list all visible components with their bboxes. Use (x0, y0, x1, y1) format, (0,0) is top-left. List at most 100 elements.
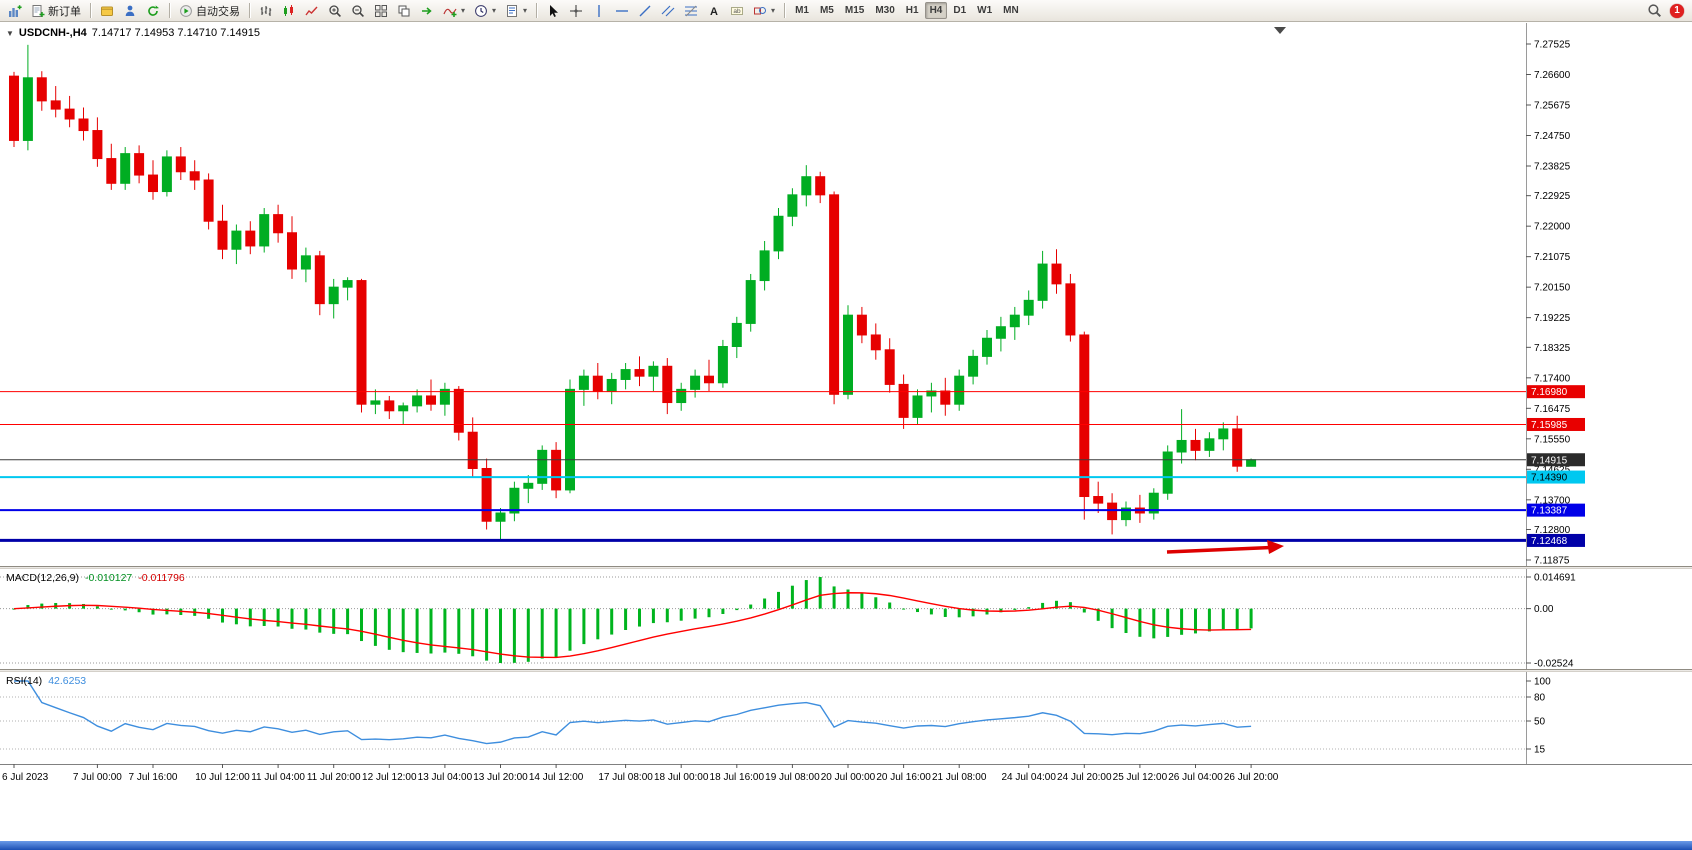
svg-text:7.13700: 7.13700 (1534, 495, 1571, 506)
svg-text:7.16475: 7.16475 (1534, 404, 1571, 415)
svg-text:7.25675: 7.25675 (1534, 100, 1571, 111)
svg-text:A: A (710, 6, 718, 18)
draw-fibonacci-button[interactable] (680, 0, 702, 21)
draw-label-button[interactable]: ab (726, 0, 748, 21)
svg-text:7.20150: 7.20150 (1534, 283, 1571, 294)
auto-scroll-button[interactable] (416, 0, 438, 21)
time-label: 20 Jul 00:00 (821, 772, 876, 783)
cursor-icon (546, 4, 560, 18)
toolbar-separator (169, 3, 170, 18)
cascade-windows-button[interactable] (393, 0, 415, 21)
linechart-icon (305, 4, 319, 18)
indicators-button[interactable]: ▾ (439, 0, 469, 21)
hline-icon (615, 4, 629, 18)
timeframe-M5[interactable]: M5 (819, 5, 834, 16)
draw-channel-button[interactable] (657, 0, 679, 21)
draw-vertical-line-button[interactable] (588, 0, 610, 21)
bars-icon (259, 4, 273, 18)
candles-icon (282, 4, 296, 18)
timeframe-H4[interactable]: H4 (924, 2, 948, 19)
timeframe-MN[interactable]: MN (1003, 5, 1019, 16)
chart-shift-marker[interactable] (1274, 27, 1286, 34)
dropdown-arrow-icon[interactable]: ▾ (523, 6, 528, 15)
rsi-header: RSI(14) 42.6253 (6, 675, 86, 687)
new-order-button[interactable]: 新订单 (27, 0, 85, 21)
search-icon[interactable] (1647, 3, 1662, 18)
svg-text:7.19225: 7.19225 (1534, 313, 1571, 324)
refresh-icon (146, 4, 160, 18)
notifications-badge[interactable]: 1 (1670, 3, 1684, 18)
zoom-in-button[interactable] (324, 0, 346, 21)
fibo-icon (684, 4, 698, 18)
time-label: 12 Jul 12:00 (362, 772, 417, 783)
crosshair-button[interactable] (565, 0, 587, 21)
timeframe-D1[interactable]: D1 (953, 5, 967, 16)
chart-ohlc-values: 7.14717 7.14953 7.14710 7.14915 (91, 27, 260, 39)
ind-plus-icon (443, 4, 457, 18)
crosshair-icon (569, 4, 583, 18)
time-label: 13 Jul 20:00 (473, 772, 528, 783)
draw-trendline-button[interactable] (634, 0, 656, 21)
rsi-line (14, 680, 1252, 745)
time-label: 20 Jul 16:00 (876, 772, 931, 783)
rsi-panel[interactable]: 100 80 50 15 (0, 672, 1692, 764)
timeframe-M1[interactable]: M1 (795, 5, 809, 16)
macd-label: MACD(12,26,9) (6, 572, 79, 584)
dropdown-arrow-icon[interactable]: ▾ (461, 6, 466, 15)
dropdown-arrow-icon[interactable]: ▾ (771, 6, 776, 15)
zoom-out-icon (351, 4, 365, 18)
draw-text-button[interactable]: A (703, 0, 725, 21)
panel-separator[interactable] (0, 566, 1692, 569)
time-label: 21 Jul 08:00 (932, 772, 987, 783)
draw-shapes-button[interactable]: ▾ (749, 0, 779, 21)
new-chart-button[interactable] (4, 0, 26, 21)
arrow-annotation[interactable] (1166, 540, 1284, 554)
tile-windows-button[interactable] (370, 0, 392, 21)
svg-text:7.14390: 7.14390 (1531, 473, 1568, 484)
zoom-out-button[interactable] (347, 0, 369, 21)
time-label: 7 Jul 00:00 (73, 772, 122, 783)
dropdown-arrow-icon[interactable]: ▾ (492, 6, 497, 15)
timeframe-M30[interactable]: M30 (875, 5, 895, 16)
timeframe-H1[interactable]: H1 (905, 5, 919, 16)
candlestick-mode-button[interactable] (278, 0, 300, 21)
main-price-chart[interactable]: 7.27525 7.26600 7.25675 7.24750 7.23825 7.229… (0, 23, 1692, 566)
macd-histogram (12, 577, 1253, 663)
autotrading-button[interactable]: 自动交易 (175, 0, 244, 21)
collapse-chart-icon[interactable]: ▼ (6, 28, 14, 38)
templates-button[interactable]: ▾ (501, 0, 531, 21)
timeframe-W1[interactable]: W1 (977, 5, 993, 16)
textA-icon: A (707, 4, 721, 18)
time-label: 11 Jul 20:00 (307, 772, 361, 783)
cursor-button[interactable] (542, 0, 564, 21)
bar-chart-mode-button[interactable] (255, 0, 277, 21)
market-watch-button[interactable] (96, 0, 118, 21)
data-window-button[interactable] (119, 0, 141, 21)
time-label: 24 Jul 04:00 (1001, 772, 1056, 783)
svg-text:7.14625: 7.14625 (1534, 465, 1571, 476)
svg-text:7.22000: 7.22000 (1534, 222, 1571, 233)
svg-text:7.15550: 7.15550 (1534, 434, 1571, 445)
taskbar-strip (0, 841, 1692, 850)
timeframe-M15[interactable]: M15 (844, 5, 865, 16)
rsi-value: 42.6253 (48, 675, 87, 687)
person-icon (123, 4, 137, 18)
label-icon: ab (730, 4, 744, 18)
time-label: 18 Jul 00:00 (654, 772, 709, 783)
svg-text:7.13387: 7.13387 (1531, 506, 1568, 517)
svg-text:-0.02524: -0.02524 (1534, 659, 1574, 670)
svg-text:50: 50 (1534, 717, 1546, 728)
macd-panel[interactable]: 0.014691 0.00 -0.02524 (0, 569, 1692, 669)
time-axis[interactable]: 6 Jul 2023 7 Jul 00:00 7 Jul 16:00 10 Jul 1… (0, 764, 1692, 789)
time-label: 13 Jul 04:00 (418, 772, 473, 783)
svg-text:7.24750: 7.24750 (1534, 131, 1571, 142)
macd-signal-value: -0.011796 (138, 572, 185, 584)
panel-separator[interactable] (0, 669, 1692, 672)
navigator-button[interactable] (142, 0, 164, 21)
draw-horizontal-line-button[interactable] (611, 0, 633, 21)
periods-button[interactable]: ▾ (470, 0, 500, 21)
time-label: 24 Jul 20:00 (1057, 772, 1112, 783)
svg-text:7.12800: 7.12800 (1534, 525, 1571, 536)
line-chart-mode-button[interactable] (301, 0, 323, 21)
